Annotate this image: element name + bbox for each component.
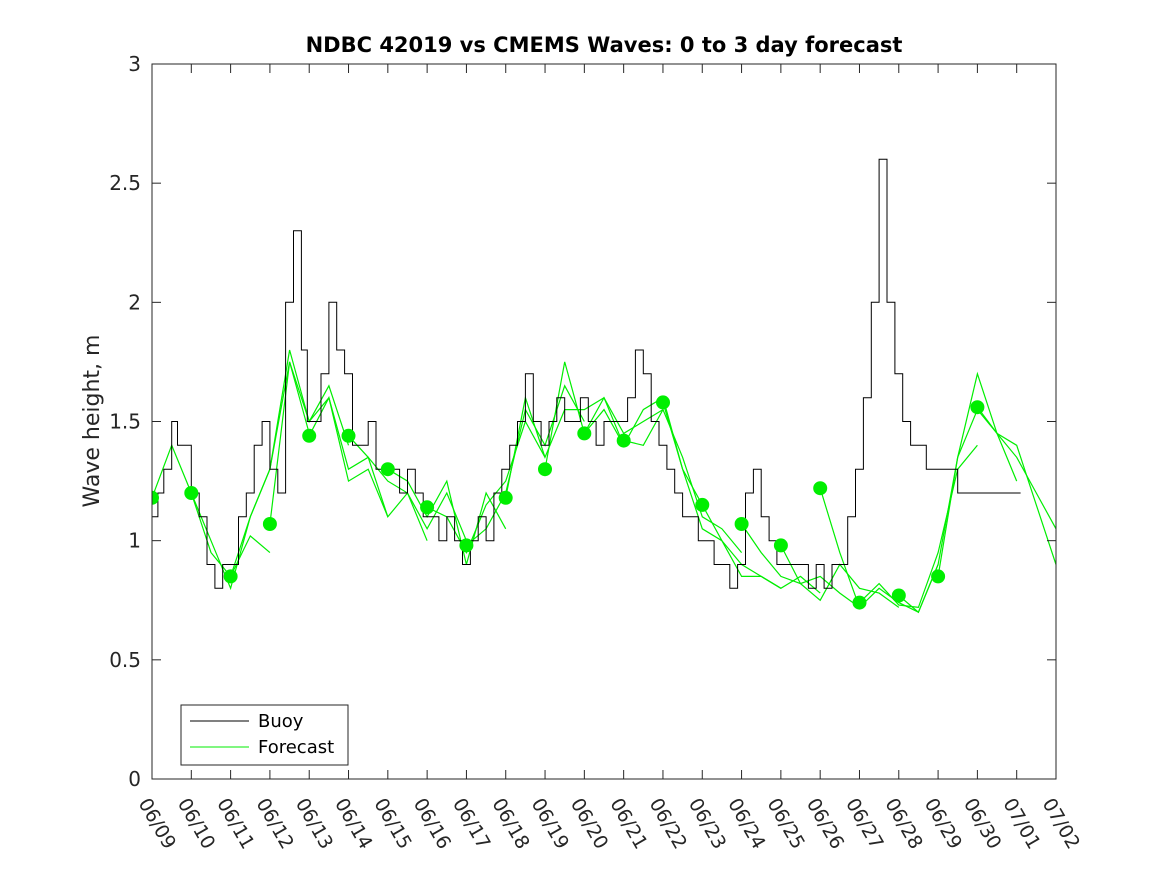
y-tick-label: 2 [128, 290, 141, 314]
forecast-start-marker [223, 569, 238, 584]
forecast-start-marker [577, 426, 592, 441]
y-tick-label: 1 [128, 529, 141, 553]
forecast-start-marker [813, 481, 828, 496]
chart-title: NDBC 42019 vs CMEMS Waves: 0 to 3 day fo… [306, 33, 903, 57]
forecast-start-marker [734, 517, 749, 531]
forecast-line-2 [230, 349, 350, 577]
forecast-start-marker [538, 462, 552, 477]
y-tick-label: 1.5 [109, 410, 141, 434]
forecast-start-marker [380, 462, 395, 477]
forecast-start-marker [773, 538, 788, 553]
forecast-start-marker [152, 490, 159, 505]
forecast-start-marker [459, 538, 474, 553]
forecast-start-marker [262, 517, 277, 531]
forecast-start-marker [970, 400, 985, 415]
forecast-line-21 [976, 406, 1056, 565]
buoy-line [152, 158, 1021, 589]
legend-box [180, 704, 349, 766]
legend-buoy-label: Buoy [258, 711, 304, 732]
forecast-start-marker [931, 569, 946, 584]
y-tick-label: 0 [128, 767, 141, 791]
forecast-start-marker [616, 433, 631, 448]
y-tick-label: 3 [128, 52, 141, 76]
forecast-line-10 [544, 361, 664, 470]
forecast-start-marker [695, 497, 710, 512]
forecast-start-marker [184, 486, 199, 500]
forecast-line-14 [701, 504, 821, 594]
forecast-start-marker [852, 595, 867, 610]
y-tick-label: 2.5 [109, 171, 141, 195]
forecast-start-marker [498, 490, 513, 505]
y-axis: 0 0.5 1 1.5 2 2.5 3 [109, 52, 1056, 791]
plot-area [152, 158, 1056, 614]
legend: Buoy Forecast [180, 704, 349, 766]
y-axis-label: Wave height, m [80, 335, 105, 508]
y-tick-label: 0.5 [109, 648, 141, 672]
forecast-start-marker [341, 428, 356, 443]
forecast-start-marker [891, 588, 906, 603]
forecast-start-marker [656, 395, 670, 410]
forecast-line-12 [623, 408, 743, 553]
legend-forecast-label: Forecast [258, 737, 334, 758]
forecast-start-marker [302, 428, 317, 443]
forecast-start-marker [420, 500, 435, 515]
